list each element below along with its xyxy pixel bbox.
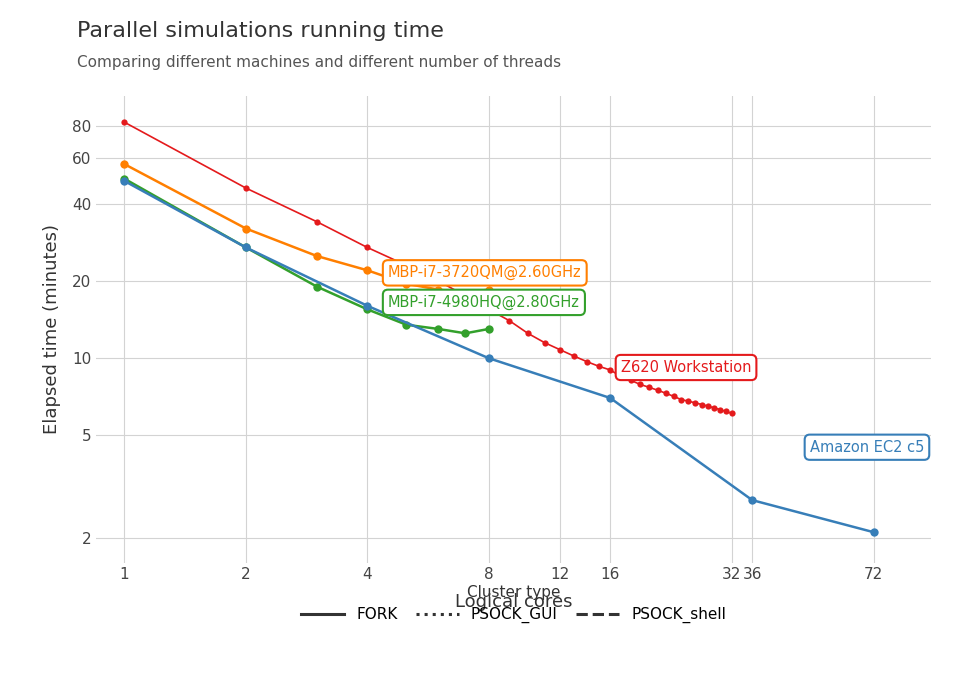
X-axis label: Logical cores: Logical cores (455, 593, 572, 611)
Text: Z620 Workstation: Z620 Workstation (621, 360, 752, 375)
Text: Comparing different machines and different number of threads: Comparing different machines and differe… (77, 55, 561, 70)
Text: MBP-i7-4980HQ@2.80GHz: MBP-i7-4980HQ@2.80GHz (388, 295, 580, 310)
Text: Amazon EC2 c5: Amazon EC2 c5 (810, 440, 924, 455)
Text: Parallel simulations running time: Parallel simulations running time (77, 21, 444, 40)
Y-axis label: Elapsed time (minutes): Elapsed time (minutes) (42, 224, 60, 434)
Text: MBP-i7-3720QM@2.60GHz: MBP-i7-3720QM@2.60GHz (388, 265, 582, 281)
Legend: FORK, PSOCK_GUI, PSOCK_shell: FORK, PSOCK_GUI, PSOCK_shell (295, 578, 732, 630)
